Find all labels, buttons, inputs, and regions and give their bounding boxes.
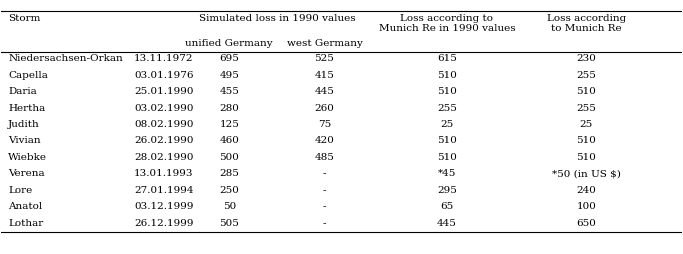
Text: unified Germany: unified Germany [186, 39, 273, 47]
Text: Judith: Judith [8, 120, 40, 129]
Text: 510: 510 [576, 136, 596, 146]
Text: 13.01.1993: 13.01.1993 [134, 169, 193, 178]
Text: Anatol: Anatol [8, 202, 42, 211]
Text: 25: 25 [580, 120, 593, 129]
Text: -: - [323, 202, 326, 211]
Text: 50: 50 [223, 202, 236, 211]
Text: 510: 510 [437, 87, 457, 96]
Text: 75: 75 [318, 120, 331, 129]
Text: 260: 260 [315, 104, 335, 113]
Text: 500: 500 [219, 153, 239, 162]
Text: Vivian: Vivian [8, 136, 41, 146]
Text: -: - [323, 219, 326, 228]
Text: 445: 445 [437, 219, 457, 228]
Text: Loss according
to Munich Re: Loss according to Munich Re [547, 14, 626, 33]
Text: 26.12.1999: 26.12.1999 [134, 219, 193, 228]
Text: 08.02.1990: 08.02.1990 [134, 120, 193, 129]
Text: 695: 695 [219, 54, 239, 63]
Text: 100: 100 [576, 202, 596, 211]
Text: Lore: Lore [8, 186, 32, 195]
Text: 510: 510 [437, 71, 457, 80]
Text: Verena: Verena [8, 169, 45, 178]
Text: 125: 125 [219, 120, 239, 129]
Text: 460: 460 [219, 136, 239, 146]
Text: 280: 280 [219, 104, 239, 113]
Text: west Germany: west Germany [287, 39, 363, 47]
Text: 455: 455 [219, 87, 239, 96]
Text: 28.02.1990: 28.02.1990 [134, 153, 193, 162]
Text: 250: 250 [219, 186, 239, 195]
Text: -: - [323, 186, 326, 195]
Text: 255: 255 [576, 71, 596, 80]
Text: 495: 495 [219, 71, 239, 80]
Text: 285: 285 [219, 169, 239, 178]
Text: 510: 510 [437, 136, 457, 146]
Text: 510: 510 [576, 153, 596, 162]
Text: 295: 295 [437, 186, 457, 195]
Text: 650: 650 [576, 219, 596, 228]
Text: Lothar: Lothar [8, 219, 44, 228]
Text: 03.12.1999: 03.12.1999 [134, 202, 193, 211]
Text: 230: 230 [576, 54, 596, 63]
Text: Hertha: Hertha [8, 104, 46, 113]
Text: *45: *45 [438, 169, 456, 178]
Text: *50 (in US $): *50 (in US $) [552, 169, 621, 178]
Text: 420: 420 [315, 136, 335, 146]
Text: 615: 615 [437, 54, 457, 63]
Text: Loss according to
Munich Re in 1990 values: Loss according to Munich Re in 1990 valu… [378, 14, 515, 33]
Text: 445: 445 [315, 87, 335, 96]
Text: 525: 525 [315, 54, 335, 63]
Text: 485: 485 [315, 153, 335, 162]
Text: 240: 240 [576, 186, 596, 195]
Text: Capella: Capella [8, 71, 48, 80]
Text: 415: 415 [315, 71, 335, 80]
Text: Niedersachsen-Orkan: Niedersachsen-Orkan [8, 54, 123, 63]
Text: -: - [323, 169, 326, 178]
Text: 65: 65 [441, 202, 454, 211]
Text: 255: 255 [437, 104, 457, 113]
Text: 510: 510 [437, 153, 457, 162]
Text: 510: 510 [576, 87, 596, 96]
Text: Wiebke: Wiebke [8, 153, 47, 162]
Text: 03.02.1990: 03.02.1990 [134, 104, 193, 113]
Text: 13.11.1972: 13.11.1972 [134, 54, 193, 63]
Text: Storm: Storm [8, 14, 40, 23]
Text: Daria: Daria [8, 87, 37, 96]
Text: 25.01.1990: 25.01.1990 [134, 87, 193, 96]
Text: Simulated loss in 1990 values: Simulated loss in 1990 values [199, 14, 355, 23]
Text: 27.01.1994: 27.01.1994 [134, 186, 193, 195]
Text: 255: 255 [576, 104, 596, 113]
Text: 26.02.1990: 26.02.1990 [134, 136, 193, 146]
Text: 03.01.1976: 03.01.1976 [134, 71, 193, 80]
Text: 25: 25 [441, 120, 454, 129]
Text: 505: 505 [219, 219, 239, 228]
